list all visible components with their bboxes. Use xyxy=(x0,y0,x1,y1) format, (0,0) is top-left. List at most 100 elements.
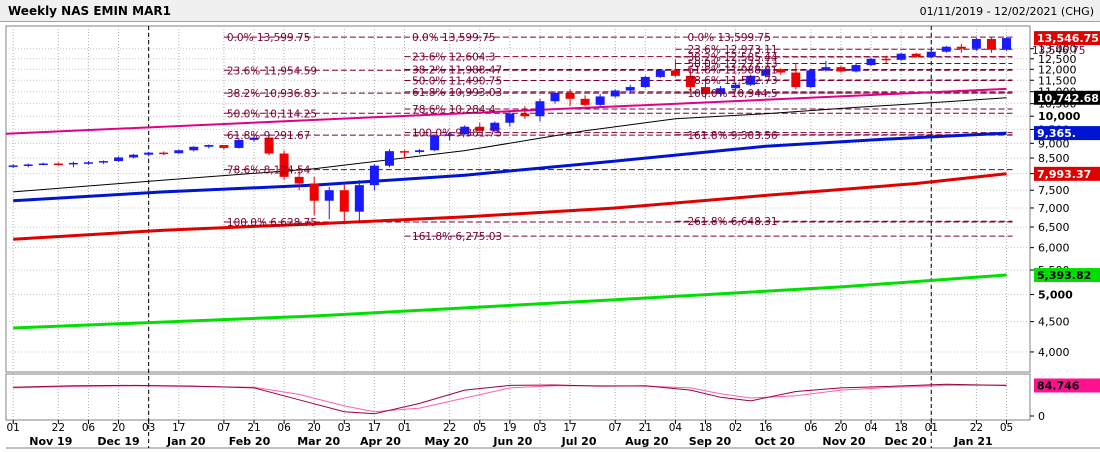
x-tick-label: 19 xyxy=(503,422,516,434)
oscillator-main-line xyxy=(13,383,1007,415)
candle-body xyxy=(971,39,981,49)
candle-body xyxy=(430,135,440,151)
fib-level-label: 78.6% 11,512.73 xyxy=(687,75,777,87)
x-month-label: Sep 20 xyxy=(689,435,732,448)
candle-body xyxy=(114,157,124,162)
y-tick-label: 8,500 xyxy=(1038,152,1070,165)
candle-body xyxy=(821,67,831,71)
x-tick-label: 02 xyxy=(729,422,742,434)
candle-body xyxy=(99,161,108,163)
x-tick-label: 06 xyxy=(277,422,291,434)
candle-body xyxy=(415,150,425,153)
y-tick-label: 6,500 xyxy=(1038,221,1070,234)
x-month-label: Mar 20 xyxy=(297,435,340,448)
candle-body xyxy=(595,96,605,105)
x-month-label: Dec 20 xyxy=(885,435,928,448)
candle-body xyxy=(896,53,906,60)
x-tick-label: 04 xyxy=(669,422,683,434)
y-tick-label: 12,000 xyxy=(1038,63,1077,76)
fib-level-label: 100.0% 10,944.5 xyxy=(687,88,777,100)
y-tick-label: 4,000 xyxy=(1038,346,1070,359)
x-month-label: Feb 20 xyxy=(229,435,271,448)
x-tick-label: 21 xyxy=(247,422,260,434)
x-month-label: Jan 21 xyxy=(953,435,992,448)
candle-body xyxy=(53,163,63,166)
x-tick-label: 22 xyxy=(52,422,65,434)
moving-average-line-3 xyxy=(13,172,1007,241)
x-tick-label: 06 xyxy=(804,422,818,434)
candle-body xyxy=(791,72,801,88)
y-tick-label: 11,500 xyxy=(1038,74,1077,87)
y-tick-label: 4,500 xyxy=(1038,316,1070,329)
x-month-label: Jun 20 xyxy=(492,435,532,448)
fib-level-label: 261.8% 6,648.31 xyxy=(687,216,777,228)
candle-body xyxy=(565,92,575,99)
x-month-label: May 20 xyxy=(424,435,469,448)
candle-body xyxy=(354,185,364,212)
candle-body xyxy=(881,58,891,61)
y-tick-label: 10,000 xyxy=(1038,110,1081,123)
trend-channel-line xyxy=(5,87,1007,135)
candle-body xyxy=(550,92,560,102)
price-tag xyxy=(1034,90,1100,105)
fib-level-label: 100.0% 9,381.75 xyxy=(412,128,502,140)
moving-average-line-4 xyxy=(13,273,1007,330)
candle-body xyxy=(445,134,455,136)
x-tick-label: 05 xyxy=(473,422,486,434)
x-tick-label: 20 xyxy=(308,422,321,434)
x-month-label: Nov 20 xyxy=(822,435,865,448)
candle-body xyxy=(866,58,876,66)
price-tag xyxy=(1034,268,1100,283)
x-tick-label: 01 xyxy=(398,422,411,434)
candle-body xyxy=(23,164,33,166)
oscillator-panel xyxy=(5,373,1031,421)
x-month-label: Jan 20 xyxy=(166,435,206,448)
x-tick-label: 20 xyxy=(112,422,125,434)
x-month-label: Dec 19 xyxy=(97,435,139,448)
fib-level-label: 0.0% 13,599.75 xyxy=(687,32,770,44)
candle-body xyxy=(189,146,199,151)
x-tick-label: 16 xyxy=(759,422,773,434)
candle-body xyxy=(535,101,545,117)
price-tag xyxy=(1034,31,1100,46)
fib-level-label: 61.8% 9,291.67 xyxy=(227,130,310,142)
fib-level-label: 50.0% 12,272.13 xyxy=(687,59,777,71)
x-tick-label: 03 xyxy=(338,422,351,434)
price-tag-label: 10,742.68 xyxy=(1037,92,1099,105)
candle-body xyxy=(685,75,695,88)
x-tick-label: 07 xyxy=(217,422,230,434)
candle-body xyxy=(129,154,139,158)
x-tick-label: 18 xyxy=(699,422,712,434)
candle-body xyxy=(806,70,816,88)
fib-level-label: 61.8% 10,993.03 xyxy=(412,87,502,99)
oscillator-value-tag xyxy=(1034,378,1100,393)
candle-body xyxy=(475,126,485,131)
last-price-inline-label: 13,546.75 xyxy=(1032,45,1085,57)
candle-body xyxy=(83,162,93,164)
y-tick-label: 12,500 xyxy=(1038,53,1077,66)
candle-body xyxy=(986,39,996,50)
candle-body xyxy=(610,90,620,97)
x-tick-label: 22 xyxy=(443,422,456,434)
fib-level-label: 0.0% 13,599.75 xyxy=(227,32,310,44)
x-tick-label: 18 xyxy=(894,422,907,434)
candle-body xyxy=(264,137,274,154)
price-tag-label: 7,993.37 xyxy=(1037,168,1091,181)
candle-body xyxy=(926,51,936,57)
x-tick-label: 01 xyxy=(7,422,20,434)
price-tag-label: 9,365. xyxy=(1037,127,1076,140)
candle-body xyxy=(625,87,635,91)
candle-body xyxy=(731,84,741,89)
candle-body xyxy=(204,145,214,147)
fib-level-label: 50.0% 11,490.75 xyxy=(412,75,502,87)
candle-body xyxy=(309,183,319,201)
candle-body xyxy=(460,126,470,135)
candle-body xyxy=(716,88,726,95)
x-month-label: Oct 20 xyxy=(755,435,796,448)
fib-level-label: 161.8% 9,303.56 xyxy=(687,130,777,142)
fib-level-label: 23.6% 12,973.11 xyxy=(687,44,777,56)
candle-body xyxy=(324,190,334,201)
x-tick-label: 07 xyxy=(609,422,622,434)
x-tick-label: 17 xyxy=(368,422,381,434)
